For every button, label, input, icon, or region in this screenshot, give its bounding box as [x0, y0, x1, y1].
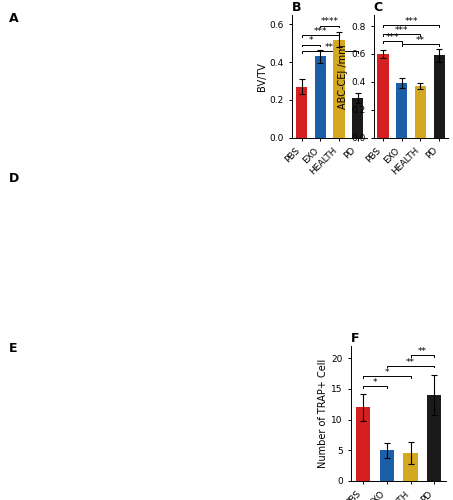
Bar	[296, 86, 307, 138]
Text: ***: ***	[405, 17, 418, 26]
Bar	[380, 450, 394, 481]
Y-axis label: BV/TV: BV/TV	[257, 62, 267, 90]
Bar	[377, 54, 389, 138]
Y-axis label: Number of TRAP+ Cell: Number of TRAP+ Cell	[318, 359, 328, 468]
Text: *: *	[385, 368, 389, 377]
Text: **: **	[406, 358, 415, 366]
Text: F: F	[351, 332, 360, 345]
Text: ****: ****	[321, 18, 338, 26]
Text: E: E	[9, 342, 18, 355]
Text: *: *	[373, 378, 377, 387]
Bar	[356, 408, 370, 481]
Bar	[333, 40, 344, 138]
Bar	[396, 83, 407, 138]
Text: ***: ***	[386, 33, 399, 42]
Text: B: B	[292, 1, 302, 14]
Text: A: A	[9, 12, 19, 26]
Text: ***: ***	[313, 27, 327, 36]
Bar	[434, 56, 445, 138]
Text: D: D	[9, 172, 19, 186]
Text: **: **	[416, 36, 425, 45]
Text: *: *	[308, 36, 313, 46]
Bar	[403, 454, 418, 481]
Bar	[352, 98, 363, 138]
Text: C: C	[374, 1, 383, 14]
Bar	[314, 56, 326, 138]
Bar	[427, 395, 441, 481]
Text: **: **	[325, 43, 334, 52]
Bar	[415, 86, 426, 138]
Y-axis label: ABC-CEJ /mm: ABC-CEJ /mm	[338, 44, 348, 108]
Text: **: **	[418, 347, 427, 356]
Text: ***: ***	[395, 26, 409, 35]
